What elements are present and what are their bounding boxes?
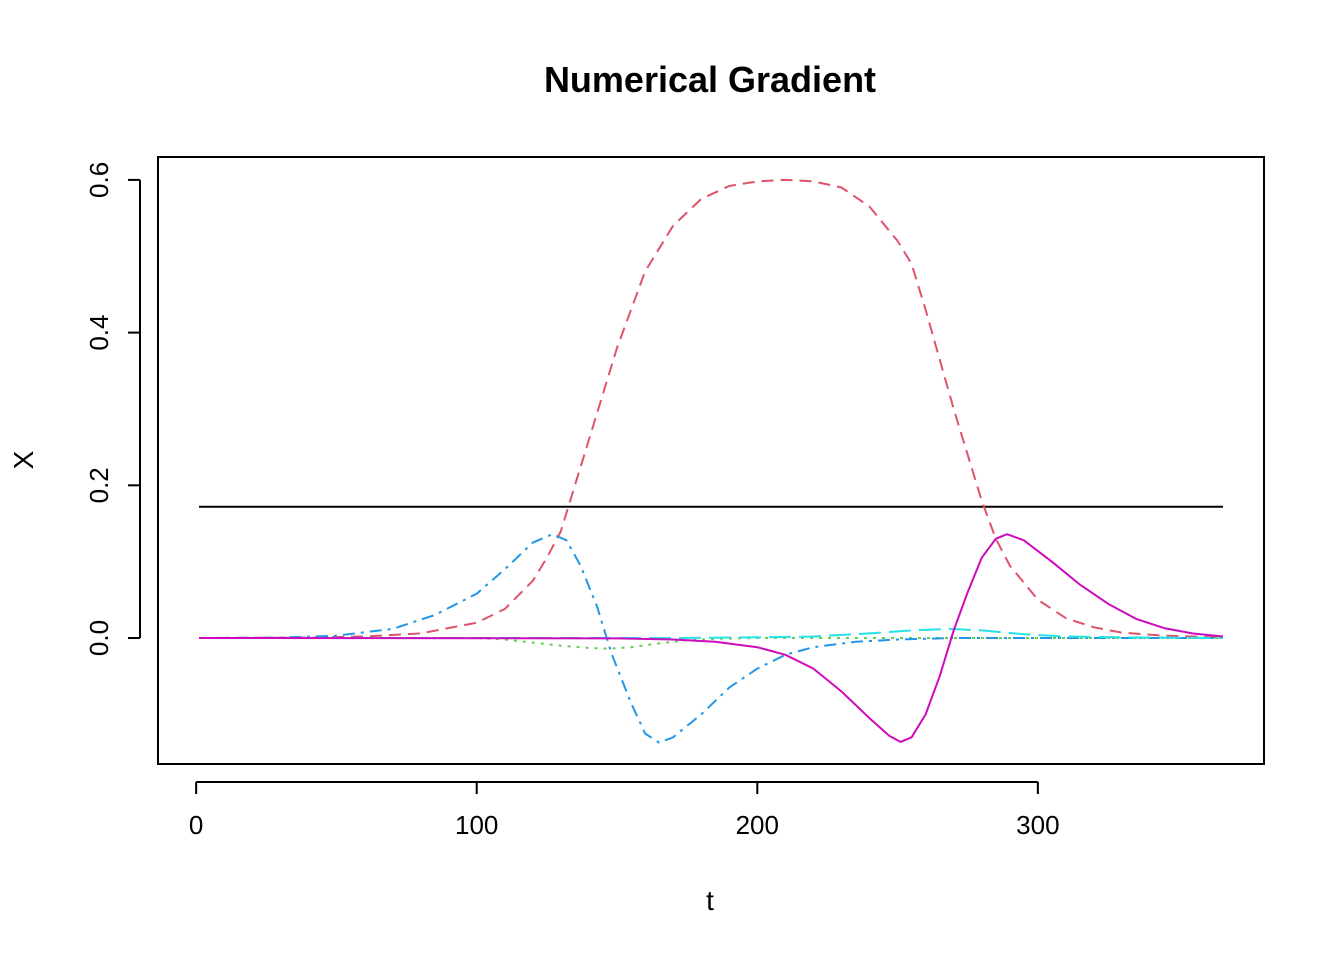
- series-line-4: [198, 533, 1223, 744]
- series-line-2: [198, 178, 1224, 639]
- y-tick-label: 0.2: [84, 467, 114, 503]
- y-axis: 0.0 0.2 0.4 0.6: [84, 162, 141, 656]
- x-axis: 0 100 200 300: [189, 781, 1060, 840]
- chart-title: Numerical Gradient: [544, 59, 876, 100]
- x-tick-label: 0: [189, 810, 203, 840]
- x-tick-label: 200: [736, 810, 779, 840]
- x-tick-label: 300: [1016, 810, 1059, 840]
- y-tick-label: 0.6: [84, 162, 114, 198]
- y-tick-label: 0.0: [84, 620, 114, 656]
- x-axis-label: t: [706, 885, 714, 916]
- y-tick-label: 0.4: [84, 315, 114, 351]
- series-layer: [198, 178, 1224, 744]
- y-axis-label: X: [8, 450, 39, 469]
- series-line-6: [198, 533, 1224, 743]
- series-line-5: [199, 627, 1224, 639]
- x-tick-label: 100: [455, 810, 498, 840]
- series-line-3: [199, 637, 1223, 650]
- plot-frame: [157, 156, 1265, 765]
